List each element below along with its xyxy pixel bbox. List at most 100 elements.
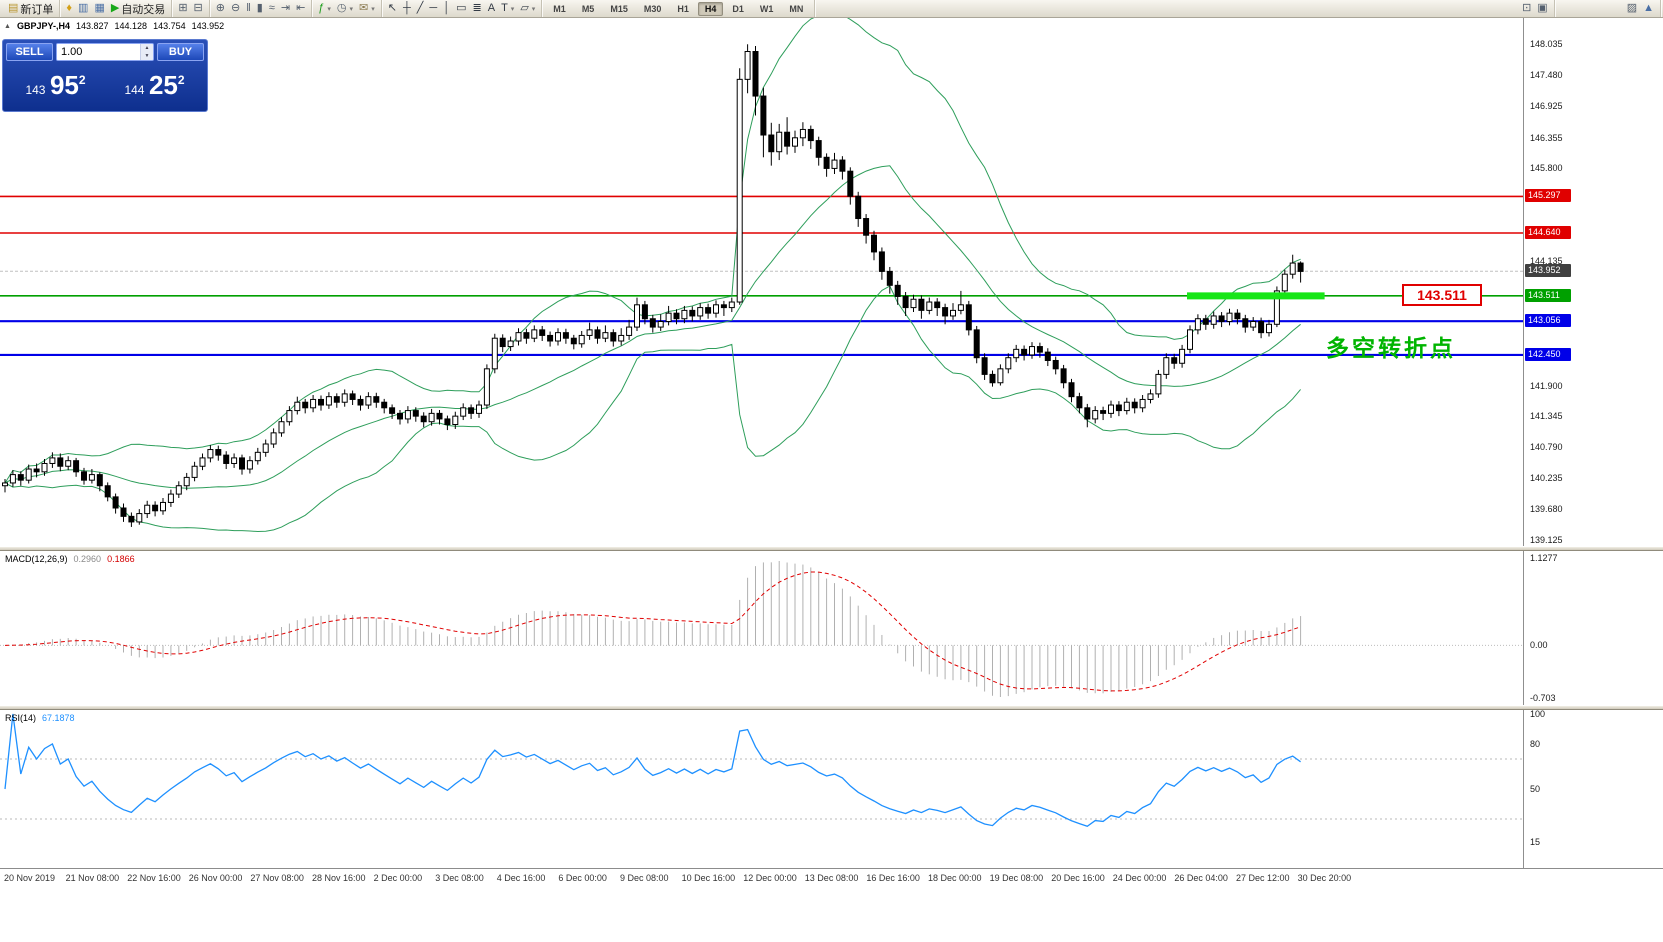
time-axis-label: 10 Dec 16:00 [681, 873, 736, 883]
panel-separator[interactable] [0, 546, 1663, 551]
new-order-icon: ▤ [8, 2, 19, 14]
periods-button[interactable]: ◷ ▾ [334, 1, 356, 17]
tile-windows-icon[interactable]: ⊞ [175, 1, 190, 17]
sound-alert-icon[interactable]: ♦ [63, 1, 75, 17]
rsi-axis-label: 15 [1530, 836, 1541, 847]
rsi-label: RSI(14) [5, 713, 37, 723]
chart-shift-icon: ⇤ [296, 2, 306, 14]
vertical-line-button[interactable]: │ [440, 1, 453, 17]
auto-scroll-button[interactable]: ⇥ [278, 1, 293, 17]
volume-up-icon[interactable]: ▲ [141, 44, 153, 52]
arrows-icon: T [501, 2, 508, 14]
bar-chart-button[interactable]: ‖ [243, 1, 254, 17]
text-button[interactable]: A [485, 1, 498, 17]
shapes-button[interactable]: ▱ ▾ [517, 1, 538, 17]
sell-price[interactable]: 143 952 [6, 63, 105, 107]
zoom-out-icon: ⊖ [230, 2, 241, 14]
timeframe-w1[interactable]: W1 [759, 3, 774, 14]
toolbar-group: ƒ ▾ ◷ ▾ ✉ ▾ [312, 0, 382, 17]
time-axis-label: 20 Dec 16:00 [1051, 873, 1105, 883]
chinese-annotation[interactable]: 多空转折点 [1326, 335, 1456, 361]
collapse-panel-icon[interactable]: ▲ [4, 22, 11, 30]
data-window-icon[interactable]: ▦ [91, 1, 107, 17]
fullscreen-button[interactable]: ⊡ [1519, 1, 1534, 17]
volume-down-icon[interactable]: ▼ [141, 52, 153, 60]
candlestick-button[interactable]: ▮ [254, 1, 266, 17]
indicators-button[interactable]: ƒ ▾ [315, 1, 334, 17]
print-button[interactable]: ▨ [1624, 1, 1640, 17]
market-watch-icon-icon: ▥ [78, 2, 89, 14]
timeframe-h1[interactable]: H1 [677, 3, 689, 14]
cursor-button[interactable]: ↖ [385, 1, 400, 17]
time-axis-label: 24 Dec 00:00 [1112, 873, 1167, 883]
macd-axis-label: 0.00 [1530, 640, 1548, 651]
time-axis-label: 13 Dec 08:00 [804, 873, 859, 883]
level-price-label[interactable]: 143.511 [1402, 284, 1482, 306]
trendline-button[interactable]: ╱ [414, 1, 427, 17]
macd-pane: MACD(12,26,9) 0.2960 0.1866 1.1277 0.00 -0… [0, 551, 1663, 705]
scroll-up-button[interactable]: ▲ [1640, 1, 1657, 17]
cascade-windows-icon[interactable]: ⊟ [191, 1, 206, 17]
rsi-chart[interactable] [0, 710, 1523, 868]
price-axis-label: 146.925 [1530, 100, 1563, 111]
fullscreen-icon: ⊡ [1522, 2, 1532, 14]
data-window-icon-icon: ▦ [94, 2, 105, 14]
timeframe-m15[interactable]: M15 [610, 3, 628, 14]
buy-price[interactable]: 144 252 [105, 63, 204, 107]
line-chart-button[interactable]: ≈ [266, 1, 278, 17]
crosshair-button[interactable]: ┼ [400, 1, 414, 17]
macd-signal-value: 0.1866 [107, 554, 135, 564]
time-axis-label: 21 Nov 08:00 [65, 873, 120, 883]
rsi-line [4, 713, 1301, 828]
chart-shift-button[interactable]: ⇤ [293, 1, 308, 17]
buy-button[interactable]: BUY [157, 43, 204, 61]
fibonacci-button[interactable]: ≣ [470, 1, 485, 17]
shapes-icon: ▱ [520, 2, 529, 14]
buy-price-sup: 2 [177, 73, 185, 87]
cursor-icon: ↖ [387, 2, 397, 14]
market-watch-icon[interactable]: ▥ [75, 1, 91, 17]
window-background [0, 890, 1663, 937]
rsi-header: RSI(14) 67.1878 [5, 713, 75, 723]
tile-windows-icon-icon: ⊞ [178, 2, 188, 14]
sell-button[interactable]: SELL [6, 43, 53, 61]
toolbar: ▤ 新订单 ♦ ▥ ▦ ▶ 自动交易 ⊞ ⊟ ⊕ ⊖ ‖ ▮ ≈ ⇥ ⇤ ƒ ▾ ◷ ▾ ✉ ▾ ↖ ┼ ╱ ─ │ ▭ ≣ A T ▾ ▱ ▾ M… [0, 0, 1663, 18]
arrows-button[interactable]: T ▾ [498, 1, 517, 17]
zoom-in-button[interactable]: ⊕ [213, 1, 228, 17]
price-axis[interactable]: 148.035 147.480 146.925 146.355 145.800 144.1… [1523, 18, 1663, 546]
autotrading-button-label: 自动交易 [121, 3, 166, 16]
toolbar-group: ⊕ ⊖ ‖ ▮ ≈ ⇥ ⇤ [210, 0, 313, 17]
time-axis[interactable]: 20 Nov 2019 21 Nov 08:00 22 Nov 16:00 26 No… [0, 868, 1663, 890]
templates-button[interactable]: ✉ ▾ [356, 1, 378, 17]
timeframe-d1[interactable]: D1 [732, 3, 744, 14]
main-chart-pane: ▲ GBPJPY-,H4 143.827 144.128 143.754 143… [0, 18, 1663, 546]
volume-input[interactable] [57, 44, 140, 60]
toolbar-right-group: ⊡ ▣ [1516, 0, 1555, 17]
chart-window-button[interactable]: ▣ [1534, 1, 1550, 17]
channel-button[interactable]: ▭ [453, 1, 469, 17]
sell-price-sup: 2 [78, 73, 86, 87]
macd-chart[interactable] [0, 551, 1523, 705]
new-order-button[interactable]: ▤ 新订单 [5, 1, 56, 17]
time-axis-label: 26 Nov 00:00 [188, 873, 243, 883]
caret-down-icon: ▾ [510, 5, 515, 13]
price-axis-label: 145.800 [1530, 163, 1563, 174]
ohlc-open: 143.827 [75, 21, 109, 31]
toolbar-group: ↖ ┼ ╱ ─ │ ▭ ≣ A T ▾ ▱ ▾ [382, 0, 543, 17]
caret-down-icon: ▾ [349, 5, 354, 13]
rsi-axis-label: 50 [1530, 784, 1541, 794]
timeframe-m30[interactable]: M30 [643, 3, 662, 14]
horizontal-line-button[interactable]: ─ [426, 1, 440, 17]
autotrading-button[interactable]: ▶ 自动交易 [108, 1, 168, 17]
time-axis-label: 22 Nov 16:00 [127, 873, 181, 883]
timeframe-m5[interactable]: M5 [581, 3, 595, 14]
zoom-out-button[interactable]: ⊖ [228, 1, 243, 17]
timeframe-m1[interactable]: M1 [553, 3, 566, 14]
timeframe-mn[interactable]: MN [789, 3, 804, 14]
macd-axis-label: 1.1277 [1530, 553, 1558, 563]
timeframe-h4[interactable]: H4 [697, 1, 724, 16]
panel-separator[interactable] [0, 705, 1663, 710]
sound-alert-icon-icon: ♦ [66, 2, 73, 14]
time-axis-label: 30 Dec 20:00 [1297, 873, 1352, 883]
price-chart[interactable] [0, 18, 1523, 546]
